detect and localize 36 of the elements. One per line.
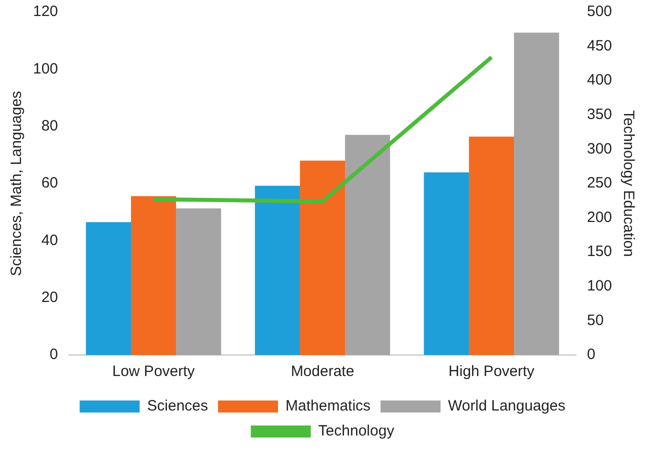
y2-tick-label: 350 [586, 106, 612, 124]
y-tick-label: 0 [50, 346, 58, 364]
y2-tick-label: 100 [586, 278, 612, 295]
y-axis-title: Sciences, Math, Languages [8, 90, 26, 276]
y2-tick-label: 200 [586, 208, 612, 226]
y-tick-label: 120 [32, 3, 58, 20]
bar [514, 32, 560, 355]
bar [300, 160, 346, 355]
y2-tick-label: 450 [586, 37, 612, 54]
y2-tick-label: 150 [586, 243, 612, 260]
y-tick-label: 60 [41, 174, 58, 192]
y-tick-label: 20 [41, 288, 58, 306]
bar [345, 134, 390, 355]
y2-tick-label: 0 [586, 346, 596, 364]
legend-label: Sciences [147, 398, 208, 415]
bar [130, 196, 176, 355]
y-tick-label: 40 [41, 232, 58, 249]
bar [468, 136, 514, 355]
bar [424, 172, 469, 355]
legend-label: Technology [318, 422, 395, 440]
bar [176, 208, 222, 355]
legend-label: World Languages [448, 398, 566, 415]
y2-tick-label: 300 [586, 140, 612, 158]
bar [86, 222, 131, 355]
y-tick-label: 100 [32, 60, 58, 78]
bar [254, 186, 300, 355]
y2-tick-label: 400 [586, 72, 612, 89]
x-tick-label: Moderate [290, 363, 354, 380]
x-tick-label: Low Poverty [112, 363, 196, 380]
x-tick-label: High Poverty [448, 363, 535, 380]
y2-tick-label: 50 [586, 312, 604, 329]
y2-tick-label: 500 [586, 3, 612, 20]
y2-axis-title: Technology Education [620, 110, 637, 257]
y2-tick-label: 250 [586, 174, 612, 192]
legend-label: Mathematics [286, 398, 371, 415]
y-tick-label: 80 [41, 117, 58, 134]
